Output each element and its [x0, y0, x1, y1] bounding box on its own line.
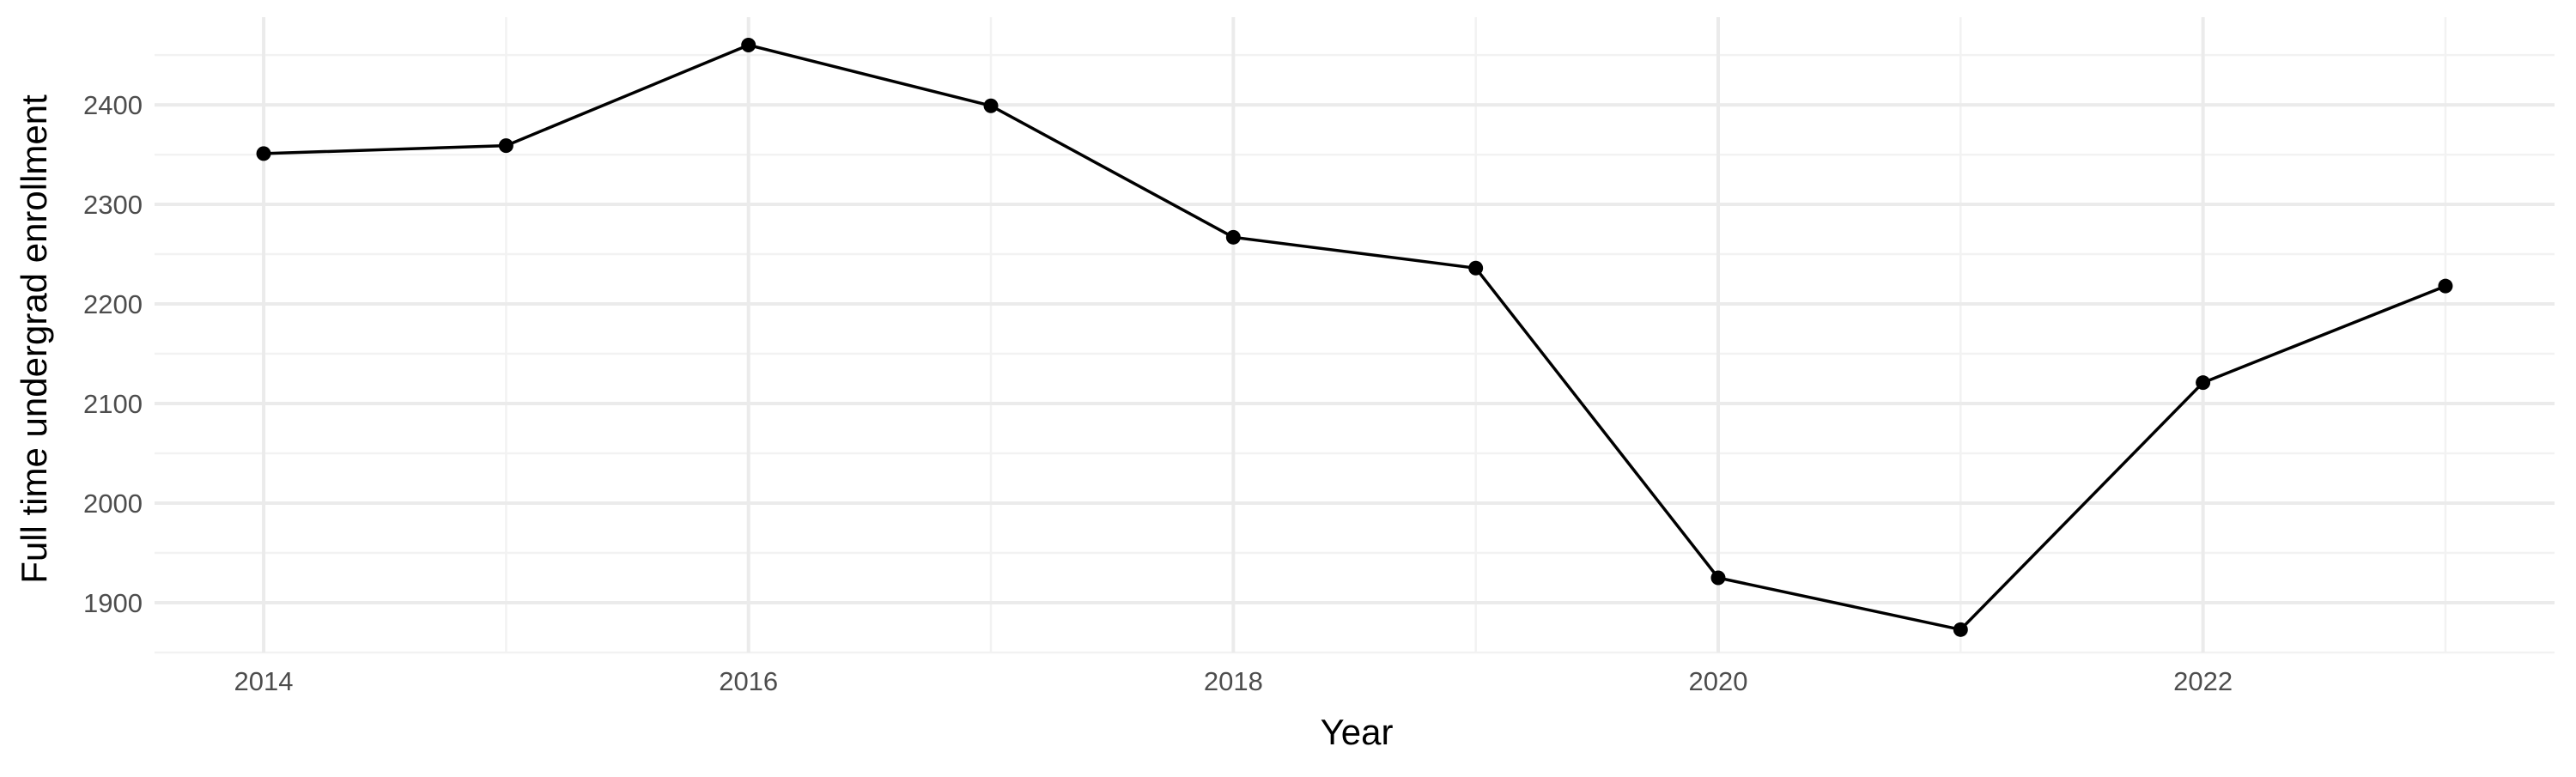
data-point — [1953, 622, 1968, 637]
y-axis-title: Full time undergrad enrollment — [14, 94, 54, 584]
series-line — [263, 43, 2446, 632]
grid-lines — [155, 17, 2555, 654]
y-tick-label: 2000 — [83, 489, 143, 519]
x-axis-title: Year — [1321, 712, 1394, 752]
data-point — [2438, 278, 2453, 294]
data-point — [741, 37, 756, 52]
x-tick-label: 2018 — [1204, 666, 1263, 696]
series-layer — [256, 37, 2453, 637]
data-point — [1710, 570, 1726, 586]
y-tick-label: 2100 — [83, 389, 143, 419]
y-tick-label: 1900 — [83, 588, 143, 618]
x-tick-label: 2016 — [719, 666, 778, 696]
y-tick-label: 2200 — [83, 289, 143, 319]
y-axis-ticks: 1900 2000 2100 2200 2300 2400 — [83, 90, 143, 618]
y-tick-label: 2300 — [83, 190, 143, 220]
x-tick-label: 2014 — [234, 666, 294, 696]
data-point — [1225, 229, 1241, 245]
x-tick-label: 2022 — [2173, 666, 2233, 696]
data-point — [983, 98, 999, 113]
data-point — [256, 146, 271, 161]
y-tick-label: 2400 — [83, 90, 143, 120]
data-point — [498, 138, 513, 154]
data-point — [1468, 260, 1484, 276]
x-axis-ticks: 2014 2016 2018 2020 2022 — [234, 666, 2233, 696]
x-tick-label: 2020 — [1689, 666, 1748, 696]
data-point — [2196, 375, 2211, 391]
